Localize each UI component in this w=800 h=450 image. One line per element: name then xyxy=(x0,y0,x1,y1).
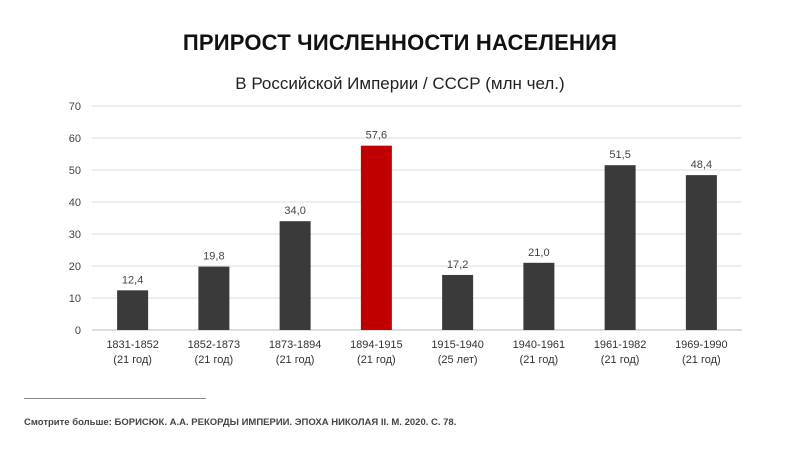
y-tick-label: 10 xyxy=(69,293,81,305)
bar-value-label: 48,4 xyxy=(691,159,712,171)
x-tick-label: 1831-1852 xyxy=(106,339,159,351)
x-tick-sublabel: (25 лет) xyxy=(438,354,478,366)
x-tick-label: 1940-1961 xyxy=(513,339,566,351)
bar xyxy=(442,274,474,330)
x-tick-sublabel: (21 год) xyxy=(276,354,315,366)
x-tick-label: 1873-1894 xyxy=(269,339,322,351)
y-tick-label: 50 xyxy=(69,165,81,177)
source-note: Смотрите больше: БОРИСЮК. А.А. РЕКОРДЫ И… xyxy=(24,417,457,428)
y-tick-label: 70 xyxy=(69,101,81,113)
x-tick-sublabel: (21 год) xyxy=(357,354,396,366)
x-tick-label: 1894-1915 xyxy=(350,339,403,351)
x-tick-sublabel: (21 год) xyxy=(520,354,559,366)
x-tick-label: 1852-1873 xyxy=(188,339,241,351)
y-tick-label: 20 xyxy=(69,261,81,273)
x-tick-label: 1915-1940 xyxy=(431,339,484,351)
bar xyxy=(198,266,230,330)
x-tick-label: 1969-1990 xyxy=(675,339,728,351)
x-tick-sublabel: (21 год) xyxy=(682,354,721,366)
bar-value-label: 51,5 xyxy=(609,149,630,161)
bar xyxy=(604,165,636,330)
bar xyxy=(523,262,555,330)
bar xyxy=(279,221,311,330)
source-divider xyxy=(24,398,206,399)
bar-value-label: 12,4 xyxy=(122,274,143,286)
bar-highlight xyxy=(360,145,392,330)
y-tick-label: 60 xyxy=(69,133,81,145)
y-tick-label: 30 xyxy=(69,229,81,241)
chart-title: ПРИРОСТ ЧИСЛЕННОСТИ НАСЕЛЕНИЯ xyxy=(182,30,618,55)
bar-value-label: 57,6 xyxy=(366,130,387,142)
bar-value-label: 19,8 xyxy=(203,251,224,263)
x-tick-sublabel: (21 год) xyxy=(113,354,152,366)
x-tick-label: 1961-1982 xyxy=(594,339,647,351)
bar xyxy=(685,175,717,330)
bar-value-label: 17,2 xyxy=(447,259,468,271)
chart-subtitle: В Российской Империи / СССР (млн чел.) xyxy=(235,74,565,93)
y-tick-label: 40 xyxy=(69,197,81,209)
bar xyxy=(117,290,149,330)
y-tick-label: 0 xyxy=(75,325,81,337)
x-tick-sublabel: (21 год) xyxy=(601,354,640,366)
bar-value-label: 34,0 xyxy=(284,205,305,217)
x-tick-sublabel: (21 год) xyxy=(195,354,234,366)
bar-value-label: 21,0 xyxy=(528,247,549,259)
